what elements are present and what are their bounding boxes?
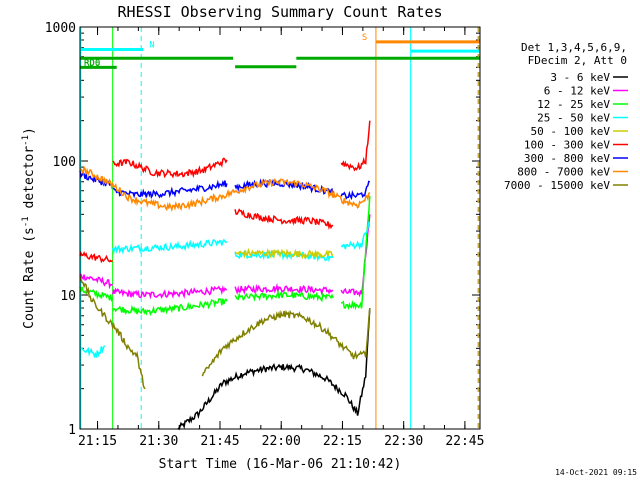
legend-entry-label: 25 - 50 keV <box>537 112 610 125</box>
y-axis-label-sup1: -1 <box>21 216 31 227</box>
y-axis-label-main: Count Rate (s <box>22 227 37 329</box>
tick-layer: 21:15 21:30 21:45 22:00 22:15 22:30 22:45 1 10 10… <box>45 21 485 449</box>
series-line <box>112 179 228 200</box>
series-line <box>340 221 371 251</box>
y-axis-label: Count Rate (s-1 detector-1) <box>21 127 37 329</box>
state-bar-label: RD6 <box>84 59 100 69</box>
y-tick-label: 1000 <box>45 21 76 36</box>
x-tick-label: 22:15 <box>323 434 362 449</box>
series-line <box>234 289 334 303</box>
series-layer <box>79 120 371 431</box>
y-tick-label: 1 <box>68 423 76 438</box>
series-line <box>79 273 114 290</box>
series-line <box>201 307 371 377</box>
legend-header-line-1: Det 1,3,4,5,6,9, <box>521 41 627 54</box>
y-tick-label: 100 <box>53 155 76 170</box>
legend-entry-label: 12 - 25 keV <box>537 98 610 111</box>
y-axis-label-mid: detector <box>22 146 37 217</box>
series-line <box>234 282 334 296</box>
series-line <box>340 180 371 201</box>
chart-title: RHESSI Observing Summary Count Rates <box>117 3 442 21</box>
y-tick-label: 10 <box>60 289 76 304</box>
y-axis-label-sup2: -1 <box>21 135 31 146</box>
series-line <box>111 285 227 300</box>
x-axis-label: Start Time (16-Mar-06 21:10:42) <box>159 457 402 472</box>
series-line <box>234 247 334 260</box>
legend-header-line-2: FDecim 2, Att 0 <box>528 54 627 67</box>
state-bar-label: RD0 <box>84 58 100 68</box>
legend-entry-label: 6 - 12 keV <box>544 85 611 98</box>
legend-entry-label: 100 - 300 keV <box>524 139 610 152</box>
footer-date: 14-Oct-2021 09:15 <box>555 468 637 477</box>
x-tick-label: 22:45 <box>445 434 484 449</box>
plot-frame <box>79 26 481 430</box>
x-tick-label: 22:00 <box>262 434 301 449</box>
x-tick-label: 22:30 <box>384 434 423 449</box>
series-line <box>340 120 371 172</box>
legend-entry-label: 800 - 7000 keV <box>517 166 610 179</box>
state-bar-label: N <box>149 40 154 50</box>
legend-entry-label: 300 - 800 keV <box>524 152 610 165</box>
x-tick-label: 21:15 <box>78 434 117 449</box>
series-line <box>79 275 146 390</box>
x-tick-label: 21:45 <box>200 434 239 449</box>
state-bar-label: S <box>362 33 367 43</box>
x-tick-label: 21:30 <box>139 434 178 449</box>
series-line <box>112 298 228 317</box>
vertical-marker-layer <box>80 27 480 429</box>
legend-entry-label: 3 - 6 keV <box>550 71 610 84</box>
series-line <box>111 238 228 255</box>
legend: Det 1,3,4,5,6,9, FDecim 2, Att 0 3 - 6 k… <box>504 41 628 192</box>
series-line <box>112 157 228 179</box>
legend-entry-label: 7000 - 15000 keV <box>504 179 610 192</box>
series-line <box>79 345 106 359</box>
series-line <box>340 195 371 311</box>
series-line <box>79 286 114 303</box>
series-line <box>234 208 334 230</box>
legend-entry-label: 50 - 100 keV <box>531 125 611 138</box>
y-axis-label-end: ) <box>22 127 37 135</box>
series-line <box>177 307 371 431</box>
series-line <box>79 165 371 213</box>
series-line <box>79 251 114 264</box>
